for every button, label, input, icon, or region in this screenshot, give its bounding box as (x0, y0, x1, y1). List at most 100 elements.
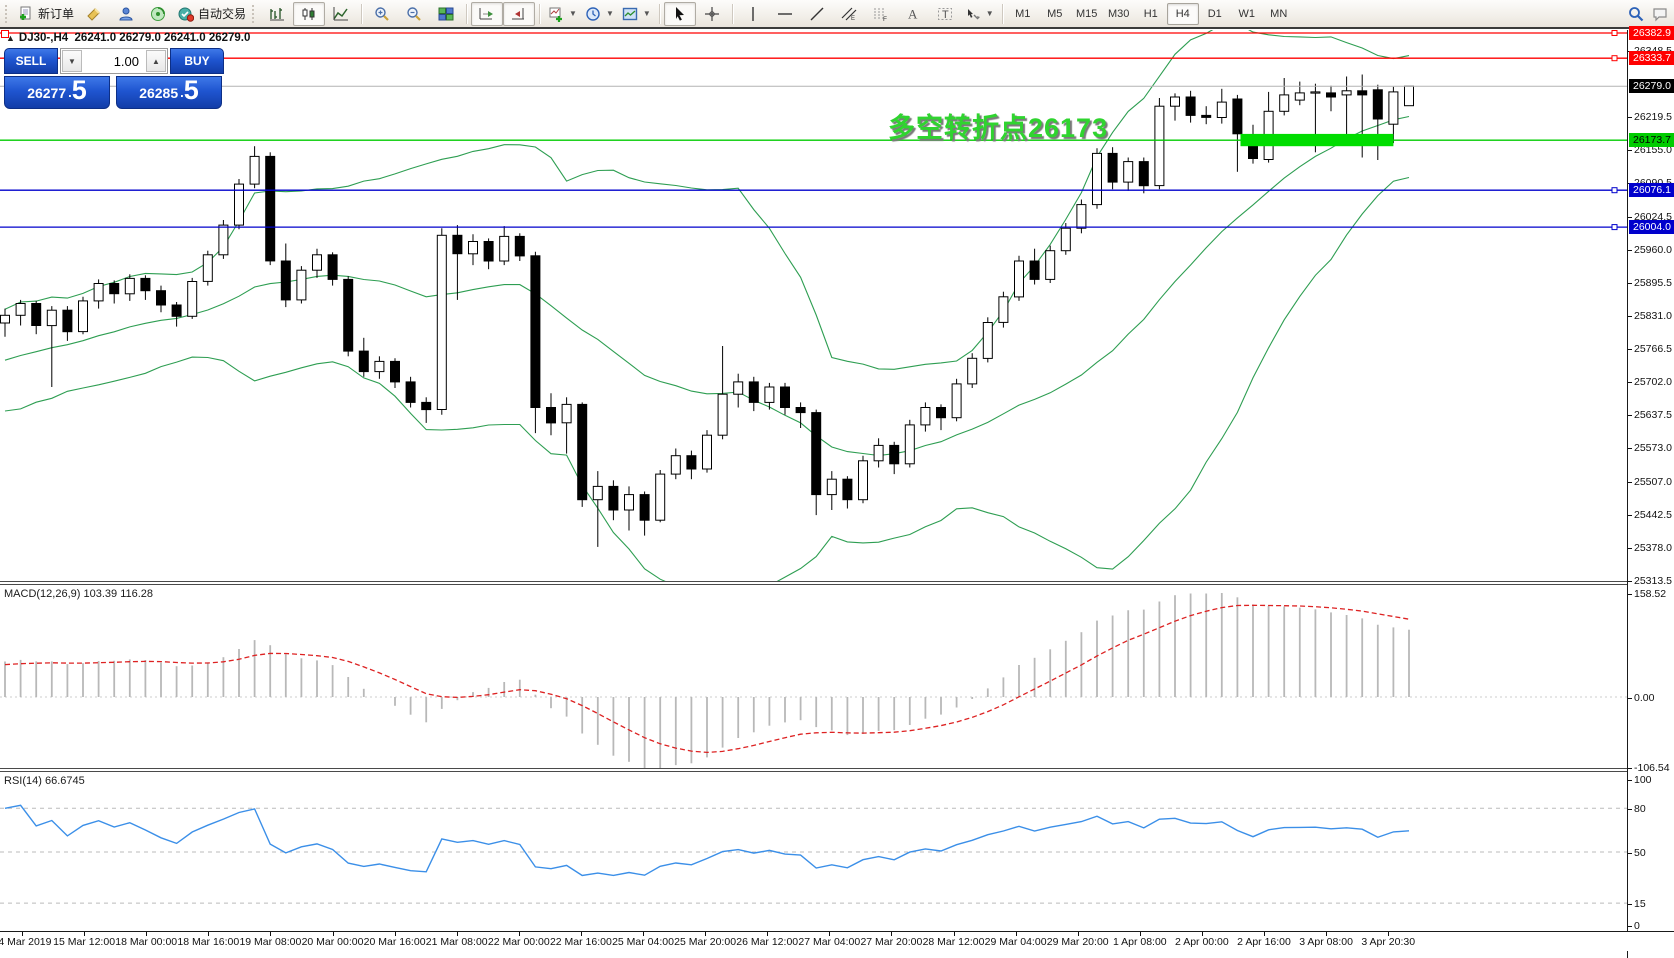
timeframe-button-m5[interactable]: M5 (1047, 7, 1063, 20)
auto-scroll-button[interactable] (471, 1, 504, 26)
rsi-panel[interactable] (0, 772, 1627, 930)
candle-body (624, 494, 634, 511)
timeframe-bar: M1 M5 M15 M30 H1 H4 D1 W1 MN (1007, 2, 1295, 25)
candle-body (717, 393, 728, 436)
timeframe-button-d1[interactable]: D1 (1207, 7, 1222, 20)
bar-chart-button[interactable] (261, 2, 293, 26)
arrows-button[interactable]: ▼ (961, 2, 998, 26)
candle-body (748, 381, 759, 403)
candle-body (561, 403, 572, 424)
text-button[interactable]: A (897, 2, 929, 26)
level-price-badge: 26382.9 (1629, 26, 1674, 40)
indicators-add-icon (549, 7, 563, 22)
timeframe-button-h1[interactable]: H1 (1143, 7, 1158, 20)
axis-tick-mark (1628, 381, 1632, 383)
candle-body (842, 478, 853, 501)
dropdown-arrow-icon: ▼ (642, 9, 651, 18)
search-icon[interactable] (1628, 6, 1644, 22)
text-label-button[interactable]: T (929, 2, 961, 26)
candle-body (421, 401, 432, 411)
macd-canvas[interactable] (0, 585, 1627, 768)
main-chart-panel[interactable] (0, 30, 1627, 582)
level-line-handle[interactable] (1611, 224, 1618, 231)
autotrading-button[interactable]: 自动交易 (174, 2, 250, 26)
panel-splitter[interactable] (0, 581, 1674, 585)
level-line-handle[interactable] (1611, 30, 1618, 36)
candle-body (608, 485, 619, 511)
time-tick-label: 14 Mar 2019 (0, 936, 52, 948)
zoom-in-button[interactable] (366, 2, 398, 26)
rsi-canvas[interactable] (0, 772, 1627, 930)
price-chart-canvas[interactable] (0, 30, 1627, 582)
time-tick-mark (1139, 932, 1141, 936)
candlestick-chart-button[interactable] (293, 1, 326, 26)
time-tick-mark (1264, 932, 1265, 936)
time-tick-label: 25 Mar 04:00 (612, 936, 674, 948)
history-center-button[interactable] (78, 2, 110, 26)
timeframe-button-m1[interactable]: M1 (1015, 7, 1031, 20)
chat-bubble-icon[interactable] (1652, 6, 1668, 22)
panel-splitter[interactable] (0, 768, 1674, 772)
text-label-icon: T (937, 7, 952, 21)
equidistant-channel-button[interactable]: E (833, 2, 865, 26)
candle-body (374, 360, 385, 373)
bar-chart-icon (270, 7, 285, 20)
cursor-button[interactable] (663, 1, 696, 26)
toolbar-separator (1001, 3, 1003, 24)
axis-tick-mark (1628, 767, 1632, 769)
candle-body (998, 296, 1009, 323)
fibonacci-button[interactable]: F (865, 2, 897, 26)
autotrading-icon (178, 7, 195, 22)
new-order-button[interactable]: 新订单 (14, 2, 78, 26)
hline-left-handle[interactable] (1, 30, 9, 38)
volume-stepper: ▼ ▲ (60, 48, 168, 74)
timeframe-button-m30[interactable]: M30 (1108, 7, 1130, 20)
candle-body (795, 407, 806, 414)
price-axis[interactable]: 26348.526219.526155.026090.526024.525960… (1627, 26, 1674, 958)
level-line-handle[interactable] (1611, 55, 1618, 62)
volume-input[interactable] (83, 49, 145, 73)
macd-panel[interactable] (0, 585, 1627, 768)
volume-decrease-button[interactable]: ▼ (62, 50, 82, 72)
price-tick-label: 25702.0 (1634, 375, 1672, 388)
candle-body (530, 255, 541, 408)
chart-shift-button[interactable] (503, 1, 536, 26)
tile-windows-button[interactable] (430, 2, 462, 26)
templates-button[interactable]: ▼ (618, 2, 655, 26)
volume-increase-button[interactable]: ▲ (146, 50, 166, 72)
time-tick-mark (332, 932, 334, 936)
timeframe-button-m15[interactable]: M15 (1076, 7, 1098, 20)
candle-body (733, 381, 744, 395)
indicators-button[interactable]: ▼ (544, 2, 581, 26)
timeframe-button-h4[interactable]: H4 (1166, 2, 1199, 25)
chart-shift-icon (512, 7, 525, 19)
level-line-handle[interactable] (1611, 187, 1618, 194)
signals-button[interactable] (142, 2, 174, 26)
axis-tick-mark (1628, 249, 1632, 251)
buy-button[interactable]: BUY (170, 48, 224, 74)
crosshair-button[interactable] (696, 2, 728, 26)
dropdown-arrow-icon: ▼ (605, 9, 614, 18)
community-button[interactable] (110, 2, 142, 26)
channel-icon: E (841, 7, 857, 22)
candle-body (1014, 260, 1024, 298)
timeframe-button-mn[interactable]: MN (1270, 7, 1288, 20)
time-tick-label: 27 Mar 20:00 (860, 936, 923, 948)
buy-price-button[interactable]: 26285. 5 (116, 76, 222, 109)
timeframe-button-w1[interactable]: W1 (1238, 7, 1255, 20)
toolbar-grip (252, 4, 259, 23)
horizontal-line-button[interactable] (769, 2, 801, 26)
trendline-button[interactable] (801, 2, 833, 26)
sell-price-button[interactable]: 26277. 5 (4, 76, 110, 109)
candle-body (436, 234, 447, 410)
periods-button[interactable]: ▼ (581, 2, 618, 26)
vertical-line-button[interactable] (737, 2, 769, 26)
sell-button[interactable]: SELL (4, 48, 58, 74)
line-chart-button[interactable] (325, 2, 357, 26)
axis-tick-mark (1628, 780, 1632, 781)
candle-body (1357, 90, 1368, 96)
time-tick-mark (84, 932, 86, 936)
zoom-out-button[interactable] (398, 2, 430, 26)
time-tick-label: 20 Mar 00:00 (301, 936, 364, 948)
